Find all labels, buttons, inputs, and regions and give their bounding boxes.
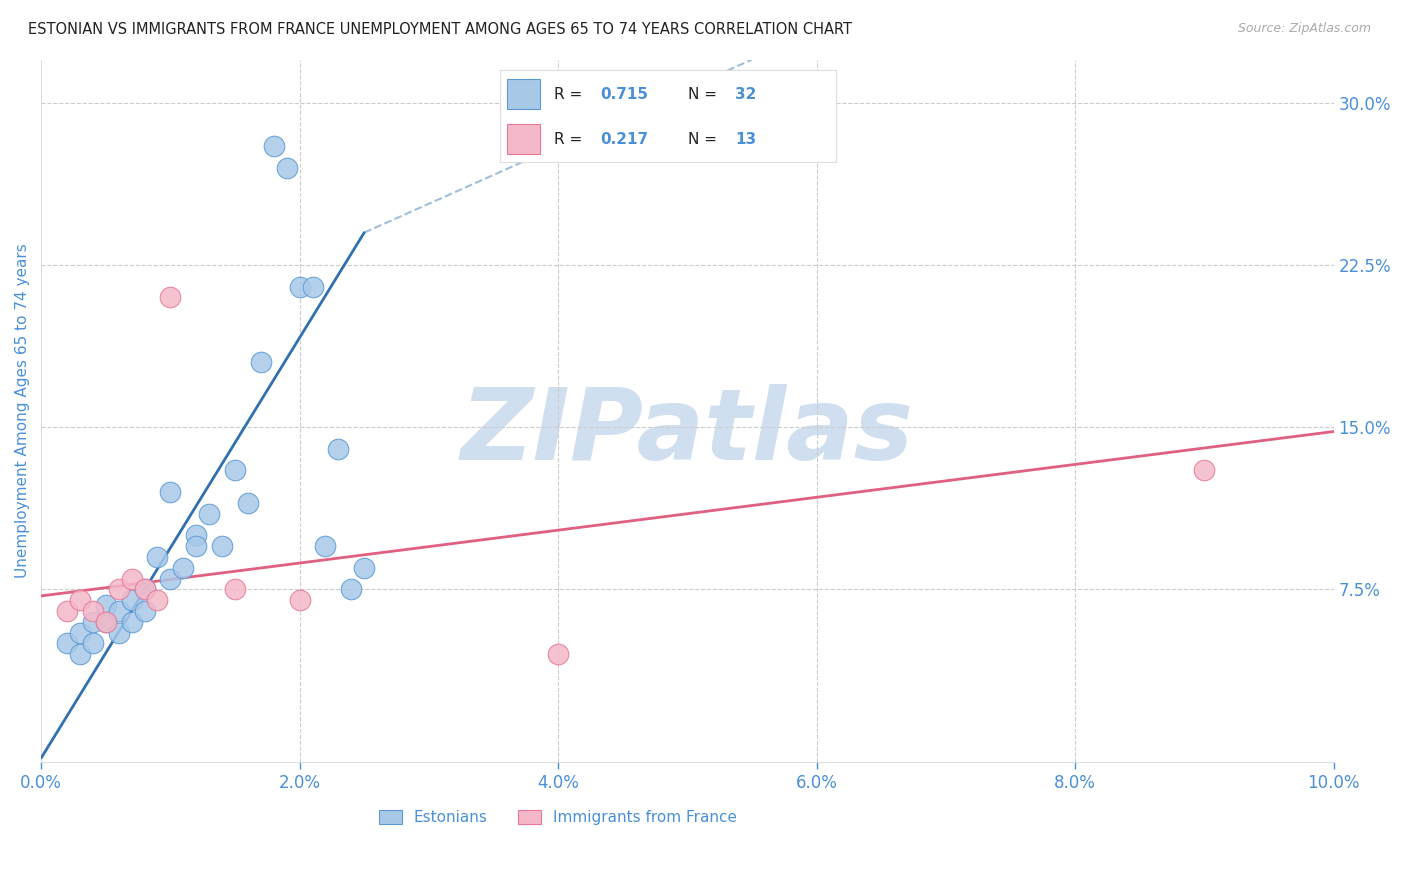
Y-axis label: Unemployment Among Ages 65 to 74 years: Unemployment Among Ages 65 to 74 years — [15, 244, 30, 578]
Point — [159, 572, 181, 586]
Point — [56, 636, 79, 650]
Point — [121, 593, 143, 607]
Point — [224, 582, 246, 597]
Point — [340, 582, 363, 597]
Point — [56, 604, 79, 618]
Point — [198, 507, 221, 521]
Text: ESTONIAN VS IMMIGRANTS FROM FRANCE UNEMPLOYMENT AMONG AGES 65 TO 74 YEARS CORREL: ESTONIAN VS IMMIGRANTS FROM FRANCE UNEMP… — [28, 22, 852, 37]
Point — [69, 625, 91, 640]
Point — [121, 615, 143, 629]
Point — [146, 549, 169, 564]
Point — [172, 561, 194, 575]
Point — [159, 485, 181, 500]
Point — [314, 539, 336, 553]
Point — [224, 463, 246, 477]
Text: ZIPatlas: ZIPatlas — [461, 384, 914, 481]
Point — [288, 593, 311, 607]
Point — [263, 139, 285, 153]
Point — [107, 582, 129, 597]
Point — [159, 291, 181, 305]
Legend: Estonians, Immigrants from France: Estonians, Immigrants from France — [378, 810, 737, 825]
Point — [236, 496, 259, 510]
Point — [186, 539, 208, 553]
Point — [82, 636, 104, 650]
Point — [94, 598, 117, 612]
Point — [250, 355, 273, 369]
Point — [134, 604, 156, 618]
Point — [186, 528, 208, 542]
Point — [121, 572, 143, 586]
Point — [134, 582, 156, 597]
Point — [94, 615, 117, 629]
Point — [82, 604, 104, 618]
Point — [82, 615, 104, 629]
Point — [146, 593, 169, 607]
Point — [328, 442, 350, 456]
Point — [69, 648, 91, 662]
Point — [211, 539, 233, 553]
Point — [353, 561, 375, 575]
Point — [94, 615, 117, 629]
Text: Source: ZipAtlas.com: Source: ZipAtlas.com — [1237, 22, 1371, 36]
Point — [301, 279, 323, 293]
Point — [1194, 463, 1216, 477]
Point — [134, 582, 156, 597]
Point — [288, 279, 311, 293]
Point — [107, 625, 129, 640]
Point — [276, 161, 298, 175]
Point — [547, 648, 569, 662]
Point — [107, 604, 129, 618]
Point — [69, 593, 91, 607]
